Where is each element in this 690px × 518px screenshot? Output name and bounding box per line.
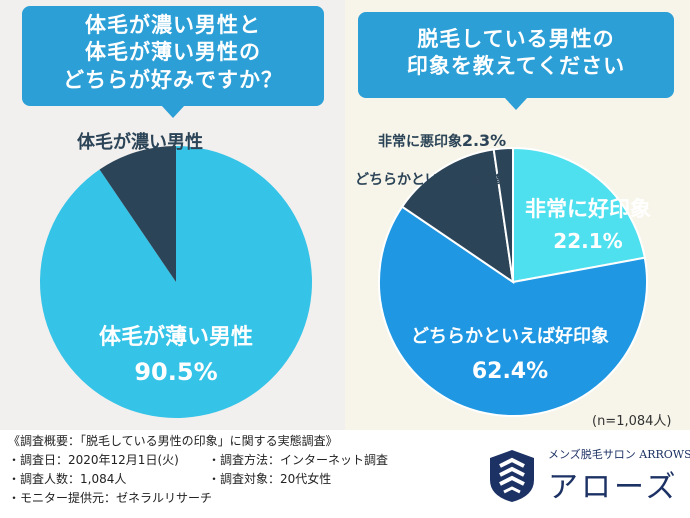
left-question-bubble: 体毛が濃い男性と 体毛が薄い男性の どちらが好みですか？ (22, 6, 324, 118)
survey-target: ・調査対象：20代女性 (208, 472, 332, 486)
pie-charts: 体毛が薄い男性 90.5% 体毛が濃い男性 9.5% 非常に好印象 22.1% … (40, 131, 651, 418)
survey-count: ・調査人数：1,084人 (8, 472, 127, 486)
survey-summary: 《調査概要：「脱毛している男性の印象」に関する実態調査》 ・調査日：2020年1… (8, 432, 388, 508)
survey-heading: 《調査概要：「脱毛している男性の印象」に関する実態調査》 (8, 434, 338, 448)
brand-subtitle: メンズ脱毛サロン ARROWS (548, 448, 690, 461)
left-question-line-2: 体毛が薄い男性の (85, 40, 261, 65)
label-thin-hair-category: 体毛が薄い男性 (99, 324, 253, 350)
pie-chart-hair-removal-impression (378, 146, 648, 417)
left-question-line-3: どちらが好みですか？ (63, 67, 283, 92)
footer (0, 430, 690, 518)
sample-size-note: (n=1,084人) (592, 414, 672, 429)
survey-row-1: ・調査日：2020年12月1日(火) ・調査方法：インターネット調査 (8, 451, 388, 470)
survey-method: ・調査方法：インターネット調査 (208, 453, 389, 467)
arrows-emblem-icon (490, 450, 534, 502)
pie-chart-body-hair (40, 146, 313, 418)
pie-slice-rather-good (378, 205, 648, 417)
label-thick-hair-value: 9.5% (112, 157, 167, 181)
survey-row-2: ・調査人数：1,084人 ・調査対象：20代女性 (8, 470, 338, 489)
right-question-bubble: 脱毛している男性の 印象を教えてください (358, 12, 674, 110)
label-very-good-category: 非常に好印象 (525, 197, 651, 221)
pie-slice-very-bad (492, 146, 514, 283)
right-question-line-1: 脱毛している男性の (417, 27, 615, 51)
label-very-bad-value: 2.3% (462, 131, 506, 150)
pie-slice-thick-hair (99, 146, 176, 282)
label-thin-hair-value: 90.5% (134, 358, 217, 386)
pie-slice-rather-bad (400, 148, 515, 285)
brand-name: アローズ (548, 470, 679, 505)
label-rather-bad-category: どちらかといえば悪印象 (355, 171, 509, 188)
label-very-bad-category: 非常に悪印象 (378, 133, 462, 150)
pie-slice-very-good (512, 146, 646, 284)
left-question-line-1: 体毛が濃い男性と (85, 13, 261, 37)
survey-provider: ・モニター提供元：ゼネラルリサーチ (8, 491, 213, 505)
label-rather-good-category: どちらかといえば好印象 (411, 325, 609, 347)
survey-date: ・調査日：2020年12月1日(火) (8, 453, 179, 467)
label-rather-good-value: 62.4% (472, 359, 548, 384)
right-question-line-2: 印象を教えてください (406, 54, 626, 79)
label-thick-hair-category: 体毛が濃い男性 (77, 131, 203, 153)
label-rather-bad-value: 13.2% (420, 191, 476, 210)
label-very-good-value: 22.1% (553, 229, 622, 253)
pie-slice-thin-hair (40, 146, 313, 418)
arrows-logo: メンズ脱毛サロン ARROWS アローズ (486, 444, 690, 510)
